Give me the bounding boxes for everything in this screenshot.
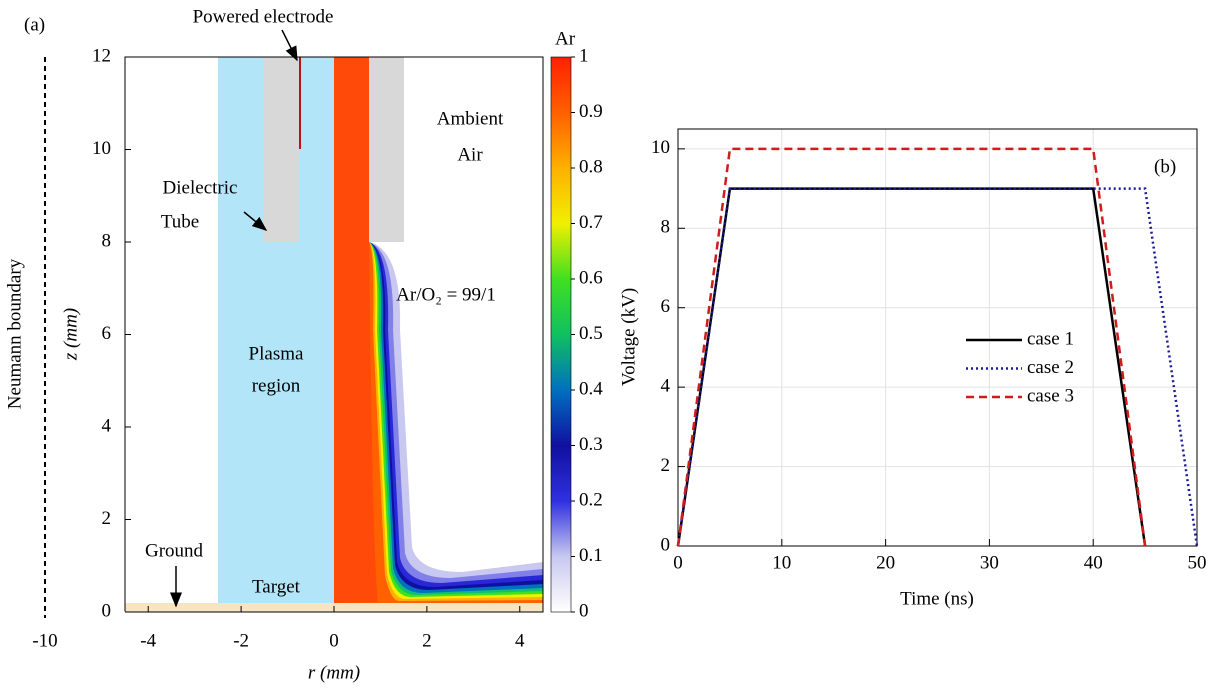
annotation: Dielectric	[163, 177, 238, 198]
annotation: Ambient	[437, 108, 504, 129]
series-line	[676, 187, 1199, 547]
y-tick-label: 8	[102, 230, 112, 251]
colorbar-tick-label: 0.4	[579, 378, 603, 399]
x-axis-label: Time (ns)	[900, 588, 974, 609]
legend-label: case 2	[1027, 357, 1074, 378]
annotation: Plasma	[249, 343, 304, 364]
y-tick-label: 10	[651, 137, 670, 158]
panel-label: (b)	[1154, 156, 1176, 177]
x-axis-label: r (mm)	[308, 662, 360, 683]
colorbar-tick-label: 0.3	[579, 434, 603, 455]
x-tick-label: -4	[140, 630, 156, 651]
y-tick-label: 4	[102, 415, 112, 436]
y-tick-label: 8	[661, 217, 671, 238]
y-tick-label: 0	[102, 600, 112, 621]
x-tick-label: 4	[515, 630, 525, 651]
y-tick-label: 2	[102, 508, 112, 529]
x-tick-label: -2	[233, 630, 249, 651]
x-tick-label: 40	[1084, 552, 1103, 573]
simulation-domain	[125, 57, 543, 612]
y-tick-label: 10	[92, 138, 111, 159]
x-tick-label: 50	[1188, 552, 1207, 573]
annotation: Target	[252, 576, 301, 597]
y-tick-label: 12	[92, 45, 111, 66]
y-tick-label: 6	[102, 323, 112, 344]
colorbar-tick-label: 0.5	[579, 323, 603, 344]
y-axis-label: Voltage (kV)	[618, 288, 639, 386]
colorbar-tick-label: 0.6	[579, 267, 603, 288]
y-tick-label: 2	[661, 455, 671, 476]
x-tick-label: 30	[980, 552, 999, 573]
panel-label: (a)	[24, 14, 45, 35]
plot-frame	[677, 128, 1198, 547]
arrow	[281, 29, 298, 62]
annotation: Ar/O₂ = 99/1	[396, 284, 496, 305]
colorbar-tick-label: 0.7	[579, 212, 603, 233]
x-tick-label: -10	[32, 630, 57, 651]
y-tick-label: 6	[661, 296, 671, 317]
x-tick-label: 10	[772, 552, 791, 573]
legend-label: case 3	[1027, 385, 1074, 406]
colorbar-tick-label: 0.1	[579, 545, 603, 566]
colorbar-tick-label: 0.8	[579, 156, 603, 177]
legend-label: case 1	[1027, 328, 1074, 349]
colorbar-title: Ar	[555, 28, 576, 49]
y-tick-label: 4	[661, 376, 671, 397]
argon-core	[334, 57, 378, 603]
boundary-label: Neumann boundary	[4, 258, 25, 409]
x-tick-label: 2	[422, 630, 432, 651]
x-tick-label: 0	[673, 552, 683, 573]
plume-contour	[334, 242, 543, 603]
x-tick-label: 0	[329, 630, 339, 651]
y-tick-label: 0	[661, 534, 671, 555]
series-line	[676, 187, 1147, 547]
annotation: Air	[457, 144, 483, 165]
annotation: region	[252, 375, 301, 396]
arrow	[243, 211, 268, 231]
y-axis-label: z (mm)	[60, 308, 81, 361]
series-line	[676, 147, 1147, 547]
colorbar-tick-label: 0	[579, 600, 589, 621]
annotation: Powered electrode	[193, 6, 334, 27]
colorbar-tick-label: 1	[579, 45, 589, 66]
colorbar-tick-label: 0.9	[579, 101, 603, 122]
x-tick-label: 20	[876, 552, 895, 573]
colorbar-tick-label: 0.2	[579, 489, 603, 510]
colorbar	[550, 56, 572, 613]
annotation: Tube	[161, 211, 199, 232]
annotation: Ground	[145, 540, 204, 561]
